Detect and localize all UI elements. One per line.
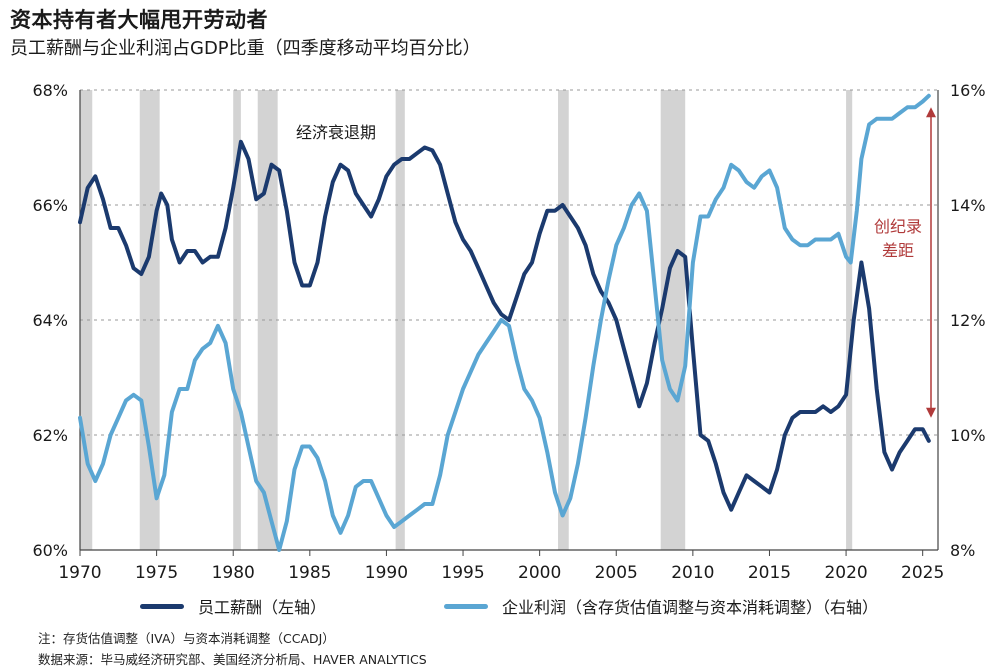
legend-label-profits: 企业利润（含存货估值调整与资本消耗调整）（右轴） [502, 598, 879, 617]
legend-label-compensation: 员工薪酬（左轴） [198, 598, 327, 617]
legend-item-profits: 企业利润（含存货估值调整与资本消耗调整）（右轴） [444, 594, 878, 618]
y-right-tick-label: 16% [950, 81, 986, 100]
chart-title: 资本持有者大幅甩开劳动者 [10, 8, 268, 32]
x-tick-label: 2020 [824, 563, 867, 583]
x-tick-label: 2000 [518, 563, 561, 583]
x-tick-label: 2005 [595, 563, 638, 583]
recession-band [395, 90, 405, 550]
x-tick-label: 2010 [671, 563, 714, 583]
x-tick-label: 1980 [212, 563, 255, 583]
x-tick-label: 2015 [748, 563, 791, 583]
recession-band [233, 90, 241, 550]
x-tick-label: 1985 [288, 563, 331, 583]
profits-series-line [78, 93, 931, 552]
recession-band [139, 90, 160, 550]
y-left-tick-label: 68% [32, 81, 68, 100]
gap-annotation-label: 创纪录 [874, 217, 922, 236]
x-tick-label: 1995 [441, 563, 484, 583]
x-tick-label: 1990 [365, 563, 408, 583]
recession-band [257, 90, 278, 550]
y-left-tick-label: 66% [32, 196, 68, 215]
gap-arrow-head-bottom [926, 407, 936, 418]
y-right-tick-label: 8% [950, 541, 975, 560]
y-left-tick-label: 62% [32, 426, 68, 445]
y-right-tick-label: 14% [950, 196, 986, 215]
footnote: 注：存货估值调整（IVA）与资本消耗调整（CCADJ） [38, 631, 335, 646]
y-right-tick-label: 10% [950, 426, 986, 445]
recession-label: 经济衰退期 [296, 123, 376, 142]
x-tick-label: 1970 [58, 563, 101, 583]
y-left-tick-label: 60% [32, 541, 68, 560]
gap-arrow-head-top [926, 107, 936, 118]
legend-item-compensation: 员工薪酬（左轴） [140, 594, 326, 618]
y-right-tick-label: 12% [950, 311, 986, 330]
y-left-tick-label: 64% [32, 311, 68, 330]
recession-band [846, 90, 853, 550]
compensation-series-line [78, 139, 931, 512]
legend-swatch-compensation [140, 603, 184, 609]
gap-annotation-label: 差距 [882, 241, 914, 260]
chart-subtitle: 员工薪酬与企业利润占GDP比重（四季度移动平均百分比） [10, 38, 481, 59]
x-tick-label: 1975 [135, 563, 178, 583]
recession-band [660, 90, 686, 550]
x-tick-label: 2025 [901, 563, 944, 583]
legend-swatch-profits [444, 603, 488, 609]
data-source: 数据来源：毕马威经济研究部、美国经济分析局、HAVER ANALYTICS [38, 652, 427, 667]
